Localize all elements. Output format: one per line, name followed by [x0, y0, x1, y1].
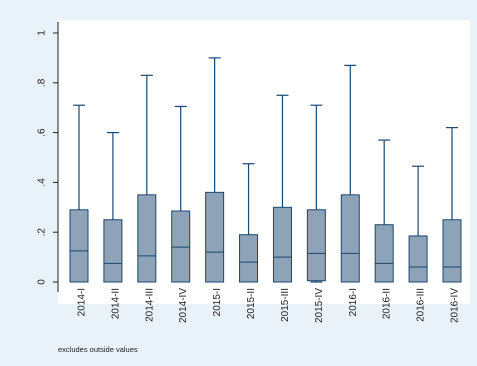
- box-body: [340, 194, 360, 283]
- chart-note: excludes outside values: [58, 345, 138, 354]
- x-tick-label: 2016-IV: [450, 288, 461, 323]
- y-tick-label: .4: [37, 178, 48, 187]
- y-tick-label: 0: [37, 279, 48, 285]
- box-body: [374, 224, 394, 283]
- box-item: [374, 139, 394, 283]
- box-item: [340, 64, 360, 283]
- plot-area: [58, 20, 470, 304]
- box-body: [103, 219, 123, 283]
- y-tick-label: .6: [37, 128, 48, 137]
- box-item: [306, 104, 326, 283]
- x-tick-label: 2014-IV: [178, 288, 189, 323]
- box-body: [442, 219, 462, 283]
- box-item: [137, 74, 157, 283]
- box-body: [408, 235, 428, 283]
- x-tick-label: 2016-III: [416, 288, 427, 322]
- x-tick-label: 2014-I: [77, 288, 88, 316]
- x-tick-label: 2016-I: [348, 288, 359, 316]
- box-body: [239, 234, 259, 283]
- box-series: [69, 57, 462, 283]
- box-body: [272, 206, 292, 283]
- x-tick-label: 2015-IV: [314, 288, 325, 323]
- x-tick-label: 2015-III: [280, 288, 291, 322]
- box-item: [171, 105, 191, 283]
- box-item: [239, 163, 259, 283]
- box-body: [205, 191, 225, 283]
- box-item: [408, 165, 428, 283]
- box-body: [171, 210, 191, 283]
- box-body: [69, 209, 89, 283]
- box-body: [306, 209, 326, 282]
- x-tick-labels: 2014-I 2014-II 2014-III 2014-IV 2015-I 2015-I…: [77, 288, 461, 323]
- box-item: [442, 127, 462, 283]
- y-ticks: 0 .2 .4 .6 .8 1: [37, 30, 58, 285]
- box-item: [205, 57, 225, 283]
- y-tick-label: 1: [37, 30, 48, 36]
- box-item: [103, 132, 123, 283]
- x-tick-label: 2015-II: [246, 288, 257, 319]
- box-body: [137, 194, 157, 283]
- box-item: [69, 104, 89, 283]
- box-item: [272, 94, 292, 283]
- x-tick-label: 2014-III: [144, 288, 155, 322]
- y-tick-label: .2: [37, 228, 48, 237]
- x-tick-label: 2015-I: [212, 288, 223, 316]
- x-tick-label: 2016-II: [382, 288, 393, 319]
- y-tick-label: .8: [37, 78, 48, 87]
- x-tick-label: 2014-II: [110, 288, 121, 319]
